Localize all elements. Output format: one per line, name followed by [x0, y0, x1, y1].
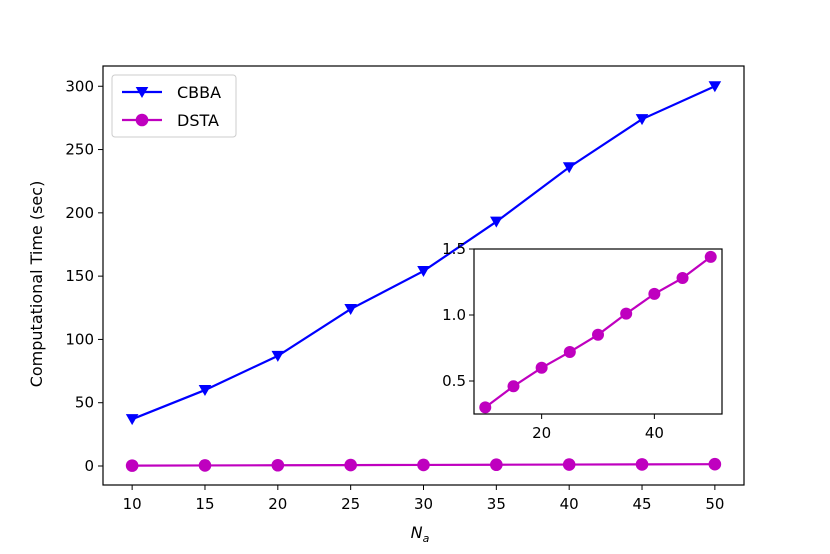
cbba-point	[635, 114, 649, 126]
dsta-point	[198, 459, 212, 472]
y-tick-label: 100	[65, 330, 94, 348]
main-plot: 10 15 20 25 30 35 40 45 50 0 50 100 150 200 250 300	[65, 65, 745, 513]
dsta-point	[490, 458, 503, 472]
inset-x-tick-label: 20	[532, 424, 551, 442]
dsta-point	[125, 459, 139, 472]
x-tick-label: 15	[195, 495, 214, 513]
y-tick-label: 250	[65, 141, 94, 159]
x-tick-label: 20	[268, 495, 287, 513]
x-tick-label: 50	[705, 495, 724, 513]
cbba-point	[417, 266, 430, 278]
x-tick-label: 45	[632, 495, 651, 513]
x-tick-label: 30	[414, 495, 433, 513]
inset-dsta-point	[648, 287, 661, 300]
y-tick-label: 200	[65, 204, 94, 222]
y-tick-label: 0	[84, 457, 94, 475]
inset-plot: 20 40 0.5 1.0 1.5	[442, 240, 723, 442]
y-tick-label: 50	[75, 394, 94, 412]
cbba-point	[708, 81, 722, 93]
x-tick-label: 25	[341, 495, 360, 513]
dsta-point	[708, 457, 722, 471]
dsta-point	[417, 458, 430, 472]
inset-dsta-point	[620, 307, 633, 320]
legend-dsta-label: DSTA	[177, 111, 219, 130]
inset-frame	[473, 248, 723, 415]
inset-dsta-point	[676, 272, 689, 285]
inset-x-tick-label: 40	[645, 424, 664, 442]
legend-cbba-label: CBBA	[177, 83, 221, 102]
y-tick-label: 300	[65, 77, 94, 95]
legend-dsta-marker	[135, 113, 149, 127]
cbba-point	[344, 304, 357, 316]
cbba-point	[490, 216, 503, 228]
dsta-point	[271, 458, 285, 472]
dsta-point	[635, 458, 649, 471]
inset-dsta-point	[507, 380, 520, 393]
cbba-point	[125, 414, 139, 426]
y-axis-label: Computational Time (sec)	[27, 181, 46, 388]
inset-y-tick-label: 1.5	[442, 240, 466, 258]
dsta-point	[562, 458, 576, 471]
inset-dsta-point	[563, 345, 576, 358]
inset-y-tick-label: 0.5	[442, 372, 466, 390]
inset-dsta-point	[592, 328, 604, 341]
legend-cbba-marker	[135, 86, 149, 98]
inset-dsta-point	[704, 250, 717, 263]
dsta-point	[344, 458, 357, 472]
cbba-point	[271, 350, 285, 362]
y-tick-label: 150	[65, 267, 94, 285]
x-tick-label: 10	[123, 495, 142, 513]
inset-dsta-point	[535, 361, 548, 374]
inset-y-tick-label: 1.0	[442, 306, 466, 324]
x-axis-label: Na	[411, 523, 430, 545]
legend: CBBA DSTA	[111, 74, 237, 138]
cbba-point	[562, 162, 576, 174]
x-tick-label: 35	[487, 495, 506, 513]
inset-dsta-point	[479, 401, 492, 414]
cbba-point	[198, 385, 212, 397]
x-tick-label: 40	[560, 495, 579, 513]
